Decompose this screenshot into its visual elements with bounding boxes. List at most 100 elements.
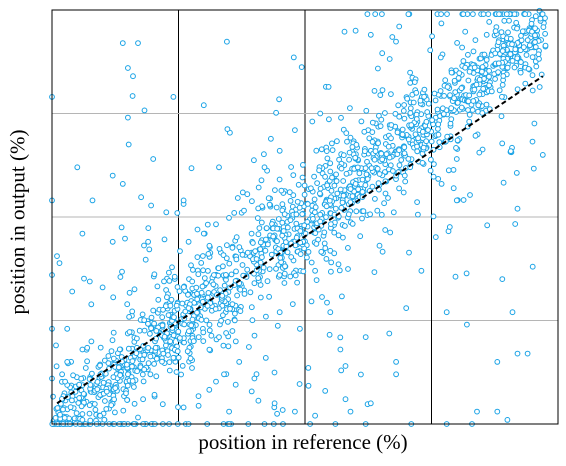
data-point [177, 248, 183, 255]
data-point [246, 344, 252, 350]
data-point [388, 122, 395, 128]
data-point [151, 271, 158, 278]
data-point [448, 116, 455, 122]
data-point [522, 80, 529, 87]
data-point [369, 119, 376, 126]
data-point [279, 407, 286, 413]
data-point [64, 325, 71, 332]
data-point [386, 154, 393, 161]
data-point [198, 289, 205, 296]
data-point [229, 244, 236, 251]
data-point [495, 69, 502, 75]
data-point [261, 151, 267, 158]
data-point [301, 182, 308, 189]
data-point [453, 197, 460, 204]
data-point [129, 308, 136, 315]
data-point [82, 365, 89, 371]
data-point [178, 371, 185, 378]
data-point [396, 113, 403, 120]
data-point [276, 147, 283, 154]
data-point [110, 294, 117, 301]
data-point [476, 149, 483, 156]
data-point [153, 328, 160, 334]
data-point [379, 87, 386, 93]
data-point [337, 186, 344, 193]
data-point [69, 397, 75, 404]
data-point [198, 260, 205, 266]
data-point [419, 128, 426, 135]
data-point [205, 290, 212, 296]
data-point [227, 305, 233, 312]
data-point [279, 219, 286, 226]
data-point [382, 110, 388, 116]
data-point [299, 174, 306, 181]
data-point [345, 211, 352, 218]
data-point [256, 225, 263, 232]
data-point [92, 406, 99, 413]
data-point [218, 317, 225, 324]
data-point [312, 209, 318, 216]
data-point [251, 157, 257, 164]
data-point [73, 410, 80, 417]
data-point [453, 145, 459, 151]
data-point [317, 218, 324, 225]
data-point [465, 51, 471, 58]
data-point [126, 329, 133, 335]
data-point [266, 201, 273, 208]
data-point [108, 402, 115, 409]
data-point [81, 275, 87, 282]
data-point [327, 309, 334, 316]
data-point [396, 162, 403, 169]
data-point [175, 354, 182, 361]
data-point [147, 353, 154, 360]
data-point [338, 114, 344, 121]
data-point [419, 160, 426, 166]
data-point [290, 192, 297, 199]
data-point [145, 225, 152, 232]
data-point [171, 314, 177, 321]
data-point [248, 304, 255, 311]
data-point [115, 364, 122, 371]
data-point [314, 180, 321, 187]
data-point [109, 337, 116, 344]
data-point [445, 167, 452, 174]
data-point [251, 280, 258, 287]
data-point [224, 126, 231, 133]
data-point [56, 260, 63, 267]
data-point [324, 299, 330, 306]
data-point [389, 34, 396, 40]
data-point [338, 367, 345, 374]
data-point [274, 225, 281, 232]
data-point [414, 143, 420, 150]
data-point [379, 50, 386, 57]
data-point [378, 211, 385, 218]
data-point [335, 232, 342, 239]
data-point [492, 50, 499, 57]
data-point [535, 51, 542, 58]
data-point [382, 190, 389, 197]
data-point [364, 158, 370, 165]
data-point [326, 197, 333, 204]
data-point [193, 284, 200, 291]
data-point [524, 37, 531, 43]
data-point [288, 254, 295, 260]
data-point [423, 118, 430, 125]
data-point [140, 396, 147, 403]
data-point [498, 29, 505, 35]
data-point [234, 195, 241, 201]
data-point [76, 381, 83, 388]
data-point [257, 294, 264, 301]
data-point [354, 164, 361, 171]
data-point [381, 200, 388, 207]
data-point [79, 230, 86, 237]
data-point [470, 48, 477, 55]
data-point [485, 11, 492, 18]
data-point [296, 204, 303, 211]
data-point [498, 113, 505, 120]
data-point [338, 165, 345, 172]
data-point [514, 205, 521, 212]
data-point [175, 404, 181, 411]
data-point [221, 371, 227, 378]
data-point [437, 88, 444, 94]
data-point [281, 280, 288, 286]
